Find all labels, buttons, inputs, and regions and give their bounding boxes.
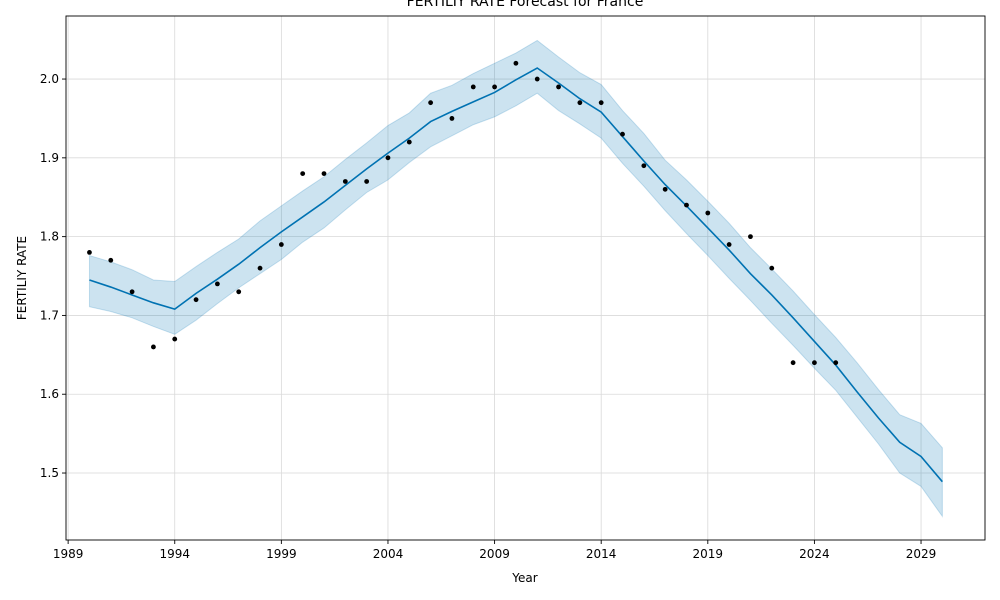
- uncertainty-interval-band: [88, 39, 943, 518]
- observed-point: [321, 171, 327, 176]
- x-tick-label: 1999: [266, 547, 297, 561]
- observed-point: [748, 234, 753, 240]
- x-tick-label: 2004: [373, 547, 404, 561]
- observed-point: [705, 210, 711, 216]
- observed-point: [598, 100, 604, 106]
- y-tick-label: 1.7: [40, 308, 59, 322]
- y-tick-label: 2.0: [40, 72, 59, 86]
- y-tick-label: 1.5: [40, 466, 59, 480]
- observed-point: [87, 249, 92, 255]
- x-axis-label: Year: [511, 571, 537, 585]
- chart-title: FERTILIY RATE Forecast for France: [407, 0, 644, 10]
- observed-point: [342, 179, 348, 184]
- x-tick-label: 1994: [159, 547, 190, 561]
- observed-point: [513, 60, 519, 66]
- observed-point: [193, 297, 199, 303]
- observed-point: [726, 242, 732, 247]
- observed-point: [278, 242, 284, 247]
- x-tick-label: 2019: [693, 547, 724, 561]
- observed-point: [470, 84, 476, 90]
- x-axis-ticks: 1989 1994 1999 2004 2009 2014 2019 2024 2029: [53, 540, 936, 561]
- observed-point: [129, 289, 135, 295]
- observed-point: [385, 155, 391, 161]
- x-tick-label: 2029: [906, 547, 937, 561]
- observed-point: [108, 257, 114, 263]
- observed-point: [790, 360, 796, 366]
- observed-point: [151, 344, 156, 350]
- observed-point: [236, 289, 242, 295]
- observed-point: [684, 202, 689, 208]
- observed-point: [833, 360, 839, 366]
- observed-point: [577, 100, 583, 106]
- observed-point: [364, 179, 370, 184]
- plot-area-frame: [65, 15, 986, 541]
- y-axis-ticks: 1.5 1.6 1.7 1.8 1.9 2.0: [40, 72, 66, 480]
- x-tick-label: 2009: [479, 547, 510, 561]
- x-tick-label: 2014: [586, 547, 617, 561]
- observed-point: [428, 100, 434, 106]
- y-tick-label: 1.9: [40, 151, 59, 165]
- y-tick-label: 1.8: [40, 230, 59, 244]
- observed-point: [214, 281, 220, 287]
- observed-point: [812, 360, 817, 366]
- observed-point: [257, 265, 263, 271]
- observed-point: [449, 116, 455, 121]
- y-axis-label: FERTILIY RATE: [15, 236, 29, 320]
- observed-point: [620, 131, 625, 137]
- observed-point: [172, 336, 178, 342]
- y-tick-label: 1.6: [40, 387, 59, 401]
- observed-point: [556, 84, 561, 90]
- observed-point: [662, 186, 668, 192]
- observed-point: [769, 265, 775, 271]
- observed-point: [534, 76, 540, 82]
- observed-point: [492, 84, 497, 90]
- forecast-line: [89, 67, 943, 483]
- observed-point: [406, 139, 412, 145]
- x-tick-label: 2024: [799, 547, 830, 561]
- observed-point: [300, 171, 306, 176]
- observed-point: [641, 163, 647, 169]
- x-tick-label: 1989: [53, 547, 84, 561]
- observed-points: [87, 60, 839, 366]
